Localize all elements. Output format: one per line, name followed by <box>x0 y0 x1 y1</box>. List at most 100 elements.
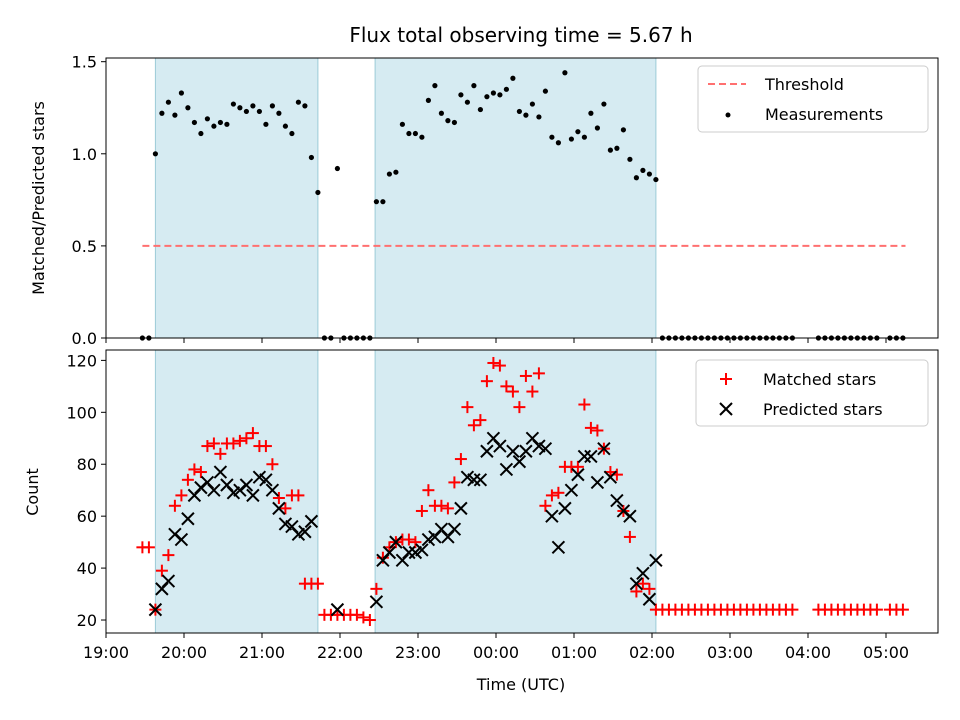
x-tick-label: 00:00 <box>473 643 519 662</box>
measurement-point <box>562 70 568 76</box>
measurement-point <box>588 110 594 116</box>
y-tick-label: 100 <box>66 403 97 422</box>
measurement-point <box>542 88 549 94</box>
shaded-region <box>374 349 657 634</box>
predicted-star-point <box>389 535 403 549</box>
measurement-point <box>458 92 464 98</box>
matched-star-point <box>630 585 643 598</box>
matched-star-point <box>480 375 493 388</box>
bottom-legend: Matched stars Predicted stars <box>695 359 929 427</box>
measurement-point <box>646 171 653 177</box>
x-tick-label: 21:00 <box>239 643 285 662</box>
measurement-point <box>380 199 386 205</box>
matched-star-point <box>311 577 324 590</box>
measurement-point <box>406 130 412 137</box>
predicted-star-point <box>382 545 397 560</box>
measurement-point <box>399 121 405 127</box>
predicted-star-point <box>304 514 319 529</box>
matched-star-point <box>539 499 552 512</box>
x-tick-label: 01:00 <box>551 643 597 662</box>
matched-star-point <box>279 502 292 515</box>
measurement-point <box>230 101 236 107</box>
measurement-point <box>503 86 509 92</box>
y-tick-label: 0.5 <box>72 237 97 256</box>
measurement-point <box>172 112 178 118</box>
measurement-point <box>523 112 529 118</box>
predicted-star-point <box>298 525 312 539</box>
measurement-point <box>516 108 523 115</box>
measurement-point <box>581 134 588 140</box>
legend-matched-swatch <box>720 373 732 385</box>
predicted-stars-points <box>148 431 663 617</box>
matched-star-point <box>506 385 519 398</box>
legend-threshold-label: Threshold <box>764 75 844 94</box>
predicted-star-point <box>519 444 533 458</box>
predicted-star-point <box>447 522 462 536</box>
predicted-star-point <box>597 441 611 456</box>
matched-star-point <box>240 432 253 445</box>
matched-star-point <box>415 504 428 517</box>
matched-star-point <box>370 582 383 595</box>
measurement-point <box>568 136 575 142</box>
matched-star-point <box>643 582 656 595</box>
predicted-star-point <box>577 449 592 464</box>
measurement-point <box>263 121 269 127</box>
predicted-star-point <box>642 592 657 606</box>
matched-stars-points <box>136 356 909 627</box>
x-tick-label: 20:00 <box>161 643 207 662</box>
legend-predicted-swatch <box>719 402 733 416</box>
predicted-star-point <box>649 553 663 568</box>
measurement-points <box>139 70 906 341</box>
top-legend-box <box>697 65 929 133</box>
top-axes-frame <box>105 57 939 339</box>
top-shaded-regions <box>154 57 657 339</box>
shaded-region <box>374 57 657 339</box>
measurement-point <box>471 83 477 89</box>
matched-star-point <box>181 473 194 486</box>
measurement-point <box>555 140 562 146</box>
x-tick-label: 19:00 <box>83 643 129 662</box>
measurement-point <box>432 83 438 89</box>
predicted-star-point <box>454 501 468 516</box>
predicted-star-point <box>402 545 416 560</box>
matched-star-point <box>467 419 480 432</box>
matched-star-point <box>519 369 532 382</box>
predicted-star-point <box>181 512 195 526</box>
measurement-point <box>373 199 379 205</box>
predicted-star-point <box>174 532 189 547</box>
y-tick-label: 0.0 <box>72 329 97 348</box>
predicted-star-point <box>272 501 286 516</box>
measurement-point <box>607 147 614 153</box>
matched-star-point <box>454 453 467 466</box>
predicted-star-point <box>493 439 507 453</box>
bottom-x-ticks: 19:00 20:00 21:00 22:00 23:00 00:00 01:00 02:00… <box>83 633 909 662</box>
bottom-y-axis-label: Count <box>23 468 42 516</box>
measurement-point <box>620 127 627 133</box>
matched-star-point <box>545 489 558 502</box>
measurement-point <box>282 123 288 129</box>
matched-star-point <box>409 536 422 549</box>
measurement-point <box>224 121 230 127</box>
x-tick-label: 23:00 <box>395 643 441 662</box>
matched-star-point <box>350 608 363 621</box>
matched-star-point <box>207 437 220 450</box>
matched-star-point <box>188 463 201 476</box>
measurement-point <box>295 99 301 105</box>
shaded-region <box>154 349 319 634</box>
measurement-point <box>484 94 490 100</box>
measurement-point <box>536 114 542 120</box>
measurement-point <box>243 108 249 115</box>
x-tick-label: 22:00 <box>317 643 363 662</box>
predicted-star-point <box>369 595 384 609</box>
measurement-point <box>211 123 217 129</box>
matched-star-point <box>357 611 370 624</box>
y-tick-label: 40 <box>77 559 97 578</box>
matched-star-point <box>168 499 181 512</box>
x-tick-label: 02:00 <box>629 643 675 662</box>
top-x-ticks <box>105 338 887 343</box>
measurement-point <box>438 110 444 116</box>
measurement-point <box>412 130 418 137</box>
measurement-point <box>549 134 555 140</box>
y-tick-label: 80 <box>77 455 97 474</box>
matched-star-point <box>435 499 448 512</box>
